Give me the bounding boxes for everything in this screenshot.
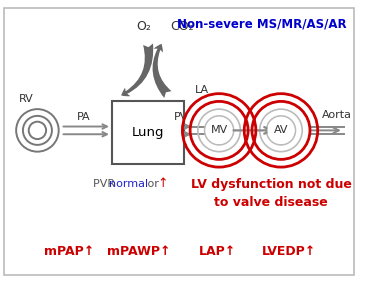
Text: ↑: ↑ xyxy=(157,177,168,190)
Text: CO₂: CO₂ xyxy=(170,20,194,33)
Text: LA: LA xyxy=(195,85,209,95)
Text: LAP↑: LAP↑ xyxy=(199,245,236,258)
Text: Non-severe MS/MR/AS/AR: Non-severe MS/MR/AS/AR xyxy=(177,18,346,31)
Text: normal: normal xyxy=(109,179,148,188)
Text: O₂: O₂ xyxy=(136,20,151,33)
Text: PV: PV xyxy=(174,112,189,122)
Text: RV: RV xyxy=(18,95,33,104)
Text: PVR: PVR xyxy=(93,179,118,188)
Text: Aorta: Aorta xyxy=(322,110,352,120)
FancyBboxPatch shape xyxy=(4,8,354,275)
Text: PA: PA xyxy=(77,112,91,122)
Text: AV: AV xyxy=(274,125,288,135)
Text: Lung: Lung xyxy=(132,126,164,139)
Circle shape xyxy=(268,117,294,144)
Text: mPAP↑: mPAP↑ xyxy=(44,245,94,258)
Text: mPAWP↑: mPAWP↑ xyxy=(107,245,170,258)
Text: LV dysfunction not due
to valve disease: LV dysfunction not due to valve disease xyxy=(191,178,352,209)
FancyBboxPatch shape xyxy=(112,101,184,164)
Text: or: or xyxy=(144,179,162,188)
Text: LVEDP↑: LVEDP↑ xyxy=(262,245,316,258)
Text: MV: MV xyxy=(210,125,228,135)
Circle shape xyxy=(206,117,232,144)
